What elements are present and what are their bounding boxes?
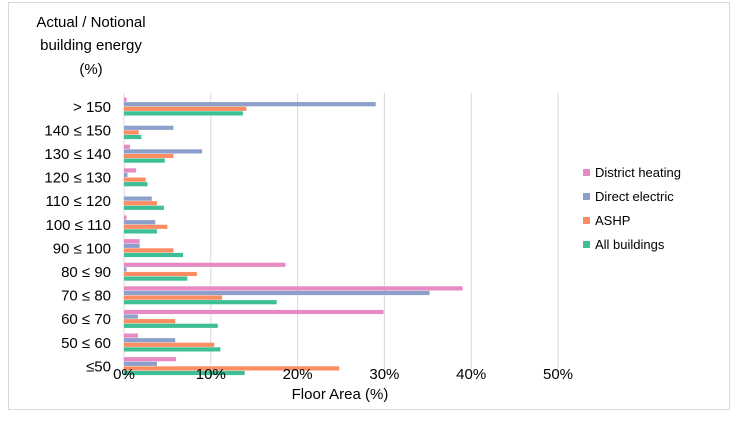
category-label: > 150: [73, 99, 111, 116]
category-label: 70 ≤ 80: [61, 288, 111, 305]
bars: [124, 97, 463, 376]
bar: [124, 224, 168, 229]
bar: [124, 106, 247, 111]
legend-swatch: [583, 193, 590, 200]
legend-swatch: [583, 241, 590, 248]
category-label: 130 ≤ 140: [44, 146, 111, 163]
bar: [124, 333, 138, 338]
bar: [124, 314, 138, 319]
bar: [124, 111, 243, 116]
gridlines: [123, 93, 559, 380]
category-label: 90 ≤ 100: [53, 240, 111, 257]
x-tick-label: 20%: [283, 366, 313, 383]
x-tick-label: 50%: [543, 366, 573, 383]
bar: [124, 262, 286, 267]
y-axis-title-line: Actual / Notional: [36, 14, 145, 31]
x-tick-label: 30%: [369, 366, 399, 383]
bar: [124, 196, 152, 201]
bar: [124, 153, 174, 159]
bar: [124, 338, 176, 343]
bar: [124, 267, 127, 272]
bar: [124, 295, 223, 300]
category-label: 120 ≤ 130: [44, 170, 111, 187]
bar: [124, 215, 127, 220]
category-labels: > 150 140 ≤ 150 130 ≤ 140 120 ≤ 130 110 ≤ 12…: [44, 99, 111, 376]
bar: [124, 182, 148, 187]
x-tick-label: 0%: [113, 366, 135, 383]
bar: [124, 347, 221, 352]
category-label: 100 ≤ 110: [45, 217, 111, 234]
bar: [124, 168, 137, 173]
bar: [124, 134, 142, 140]
bar: [124, 252, 184, 258]
bar: [124, 239, 140, 244]
bar: [124, 172, 128, 178]
bar: [124, 271, 197, 277]
bar: [124, 158, 165, 163]
y-axis-title: Actual / Notional building energy (%): [36, 14, 145, 78]
legend-label: District heating: [595, 165, 681, 180]
bar: [124, 290, 430, 296]
bar: [124, 177, 146, 182]
bar: [124, 229, 157, 234]
legend-swatch: [583, 217, 590, 224]
x-axis-title: Floor Area (%): [292, 386, 389, 403]
category-label: 140 ≤ 150: [44, 122, 111, 139]
category-label: 110 ≤ 120: [45, 193, 111, 210]
y-axis-title-line: (%): [79, 61, 102, 78]
x-tick-labels: 0% 10% 20% 30% 40% 50%: [113, 366, 573, 383]
bar: [124, 130, 139, 135]
bar: [124, 125, 174, 130]
bar: [124, 102, 376, 107]
bar: [124, 220, 156, 225]
bar: [124, 205, 164, 210]
bar: [124, 366, 340, 371]
chart-svg: Actual / Notional building energy (%) > 15…: [36, 14, 681, 403]
bar: [124, 370, 245, 376]
category-label: 50 ≤ 60: [61, 335, 111, 352]
bar: [124, 286, 463, 291]
legend-label: All buildings: [595, 237, 665, 252]
bar: [124, 201, 157, 206]
bar: [124, 309, 384, 315]
x-tick-label: 10%: [196, 366, 226, 383]
bar: [124, 342, 215, 347]
legend-label: Direct electric: [595, 189, 674, 204]
bar: [124, 248, 174, 253]
bar: [124, 97, 127, 102]
category-label: 60 ≤ 70: [61, 311, 111, 328]
bar: [124, 276, 188, 281]
category-label: 80 ≤ 90: [61, 264, 111, 281]
category-label: ≤50: [86, 358, 111, 375]
y-axis-title-line: building energy: [40, 37, 142, 54]
bar: [124, 361, 157, 366]
bar: [124, 300, 277, 305]
x-tick-label: 40%: [456, 366, 486, 383]
legend-swatch: [583, 169, 590, 176]
bar: [124, 243, 140, 248]
legend: District heating Direct electric ASHP All b…: [583, 165, 681, 252]
legend-label: ASHP: [595, 213, 630, 228]
chart-frame: Actual / Notional building energy (%) > 15…: [8, 2, 730, 410]
bar: [124, 319, 176, 324]
bar: [124, 357, 177, 362]
bar: [124, 144, 131, 149]
bar: [124, 149, 203, 154]
bar: [124, 323, 218, 328]
